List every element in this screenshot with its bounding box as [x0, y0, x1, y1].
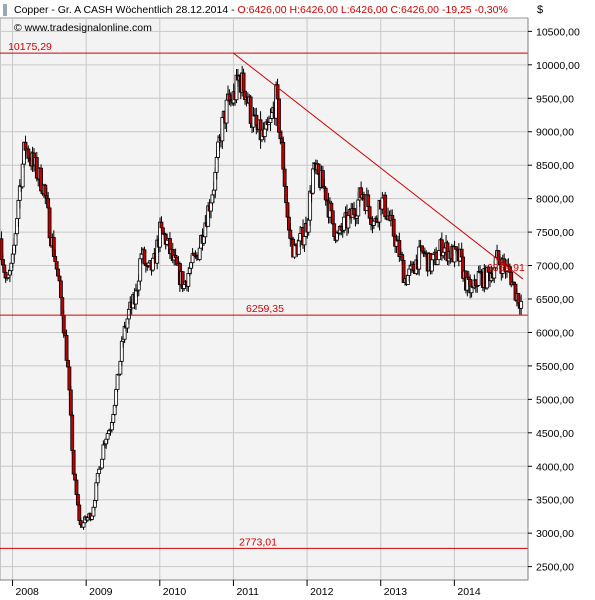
- candle-down: [241, 72, 246, 92]
- candle-down: [330, 210, 335, 225]
- candle-down: [71, 450, 76, 475]
- ohlc-readout: O:6426,00 H:6426,00 L:6426,00 C:6426,00 …: [238, 4, 508, 16]
- candle-down: [366, 194, 371, 208]
- level-label: 10175,29: [8, 41, 52, 53]
- y-tick-label: 5500,00: [536, 361, 574, 373]
- candle-down: [383, 194, 388, 218]
- y-tick-label: 9500,00: [536, 93, 574, 105]
- y-tick-label: 5000,00: [536, 394, 574, 406]
- y-tick-label: 6500,00: [536, 294, 574, 306]
- source-credit: © www.tradesignalonline.com: [14, 22, 152, 34]
- x-axis: 2008 2009 2010 2011 2012 2013 2014: [0, 579, 528, 598]
- candle-up: [224, 99, 229, 124]
- y-tick-label: 10000,00: [536, 60, 580, 72]
- y-tick-label: 9000,00: [536, 127, 574, 139]
- candle-down: [159, 221, 164, 229]
- candle-up: [435, 259, 440, 265]
- candle-down: [329, 202, 334, 212]
- candle-down: [74, 479, 79, 495]
- trendline-label: 6869,91: [487, 262, 525, 274]
- candle-down: [142, 249, 147, 265]
- candle-down: [70, 414, 75, 451]
- candle-up: [519, 301, 524, 309]
- x-tick-label: 2013: [384, 586, 408, 598]
- x-tick-label: 2012: [310, 586, 334, 598]
- chart-title: Copper - Gr. A CASH Wöchentlich 28.12.20…: [14, 4, 508, 16]
- currency-label: $: [537, 4, 543, 16]
- y-tick-label: 10500,00: [536, 26, 580, 38]
- candle-down: [68, 389, 73, 416]
- trendline-group: 6869,91: [233, 52, 525, 280]
- x-tick-label: 2009: [89, 586, 113, 598]
- candle-up: [105, 433, 110, 440]
- candle-down: [58, 280, 63, 299]
- trendline: [233, 52, 524, 280]
- x-tick-label: 2008: [16, 586, 40, 598]
- y-tick-label: 4000,00: [536, 461, 574, 473]
- x-tick-label: 2010: [163, 586, 187, 598]
- x-tick-label: 2014: [457, 586, 481, 598]
- y-tick-label: 6000,00: [536, 327, 574, 339]
- candle-down: [53, 256, 58, 262]
- candlestick-series: [0, 65, 524, 530]
- candle-down: [323, 187, 328, 201]
- candle-down: [277, 98, 281, 133]
- candle-up: [302, 235, 307, 246]
- candle-down: [281, 142, 286, 170]
- candle-up: [311, 168, 315, 194]
- candle-up: [97, 468, 102, 474]
- level-label: 2773,01: [239, 536, 277, 548]
- title-handle-icon: [3, 4, 7, 16]
- y-tick-label: 4500,00: [536, 428, 574, 440]
- y-tick-label: 3500,00: [536, 495, 574, 507]
- y-tick-label: 8000,00: [536, 194, 574, 206]
- y-tick-label: 7000,00: [536, 261, 574, 273]
- y-tick-label: 2500,00: [536, 562, 574, 574]
- title-line: Copper - Gr. A CASH Wöchentlich 28.12.20…: [14, 4, 238, 16]
- candle-up: [115, 374, 120, 390]
- y-tick-label: 7500,00: [536, 227, 574, 239]
- candle-up: [262, 128, 267, 137]
- candle-up: [197, 247, 202, 260]
- x-tick-label: 2011: [236, 586, 259, 598]
- y-tick-label: 8500,00: [536, 160, 574, 172]
- y-axis: 2500,00 3000,00 3500,00 4000,00 4500,00 5000,…: [527, 18, 580, 580]
- candle-up: [100, 458, 104, 469]
- horizontal-levels: 10175,29 6259,35 2773,01: [0, 41, 528, 549]
- level-label: 6259,35: [246, 303, 284, 315]
- y-tick-label: 3000,00: [536, 528, 574, 540]
